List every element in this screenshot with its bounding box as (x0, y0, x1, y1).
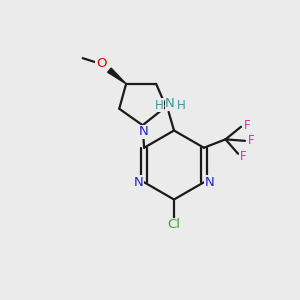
Text: Cl: Cl (167, 218, 181, 231)
Text: N: N (134, 176, 144, 189)
Text: H: H (154, 99, 164, 112)
Text: H: H (177, 99, 186, 112)
Text: N: N (138, 125, 148, 138)
Text: O: O (96, 57, 106, 70)
Text: F: F (244, 119, 250, 132)
Text: N: N (204, 176, 214, 189)
Polygon shape (108, 68, 126, 84)
Text: F: F (248, 134, 254, 147)
Text: N: N (165, 97, 175, 110)
Text: F: F (240, 150, 247, 163)
